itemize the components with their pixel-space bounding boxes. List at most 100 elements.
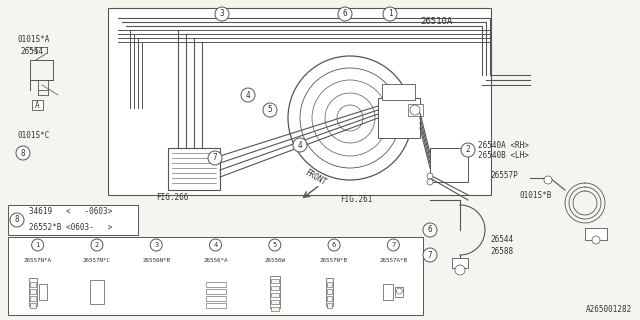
Bar <box>205 296 225 301</box>
Text: 7: 7 <box>212 154 218 163</box>
Circle shape <box>16 146 30 160</box>
Text: 4: 4 <box>213 242 218 248</box>
Bar <box>396 287 403 297</box>
Bar <box>205 303 225 308</box>
Text: 26554: 26554 <box>20 46 43 55</box>
Circle shape <box>423 223 437 237</box>
Bar <box>382 84 415 100</box>
Circle shape <box>31 239 44 251</box>
Text: 6: 6 <box>332 242 336 248</box>
Circle shape <box>427 173 433 179</box>
Bar <box>271 279 279 283</box>
Text: 0101S*A: 0101S*A <box>18 36 51 44</box>
Bar <box>108 8 491 195</box>
Bar <box>271 293 279 297</box>
Bar <box>38 284 47 300</box>
Text: 2: 2 <box>466 146 470 155</box>
Text: 26557N*B: 26557N*B <box>320 259 348 263</box>
Circle shape <box>544 176 552 184</box>
Bar <box>452 258 468 268</box>
Text: A265001282: A265001282 <box>586 305 632 314</box>
Circle shape <box>328 239 340 251</box>
Text: 3: 3 <box>154 242 158 248</box>
Circle shape <box>293 138 307 152</box>
Text: 4: 4 <box>246 91 250 100</box>
Text: 6: 6 <box>428 226 432 235</box>
Circle shape <box>592 236 600 244</box>
Text: 26557N*A: 26557N*A <box>24 259 52 263</box>
Bar <box>271 307 279 311</box>
Circle shape <box>263 103 277 117</box>
Circle shape <box>150 239 162 251</box>
Bar <box>29 289 36 294</box>
Circle shape <box>288 56 412 180</box>
Text: 26557A*B: 26557A*B <box>380 259 407 263</box>
Bar <box>8 205 138 235</box>
Circle shape <box>410 105 420 115</box>
Text: 0101S*B: 0101S*B <box>520 190 552 199</box>
Text: 7: 7 <box>391 242 396 248</box>
Text: 26510A: 26510A <box>420 18 452 27</box>
Bar <box>271 300 279 304</box>
Text: 26540B <LH>: 26540B <LH> <box>478 150 529 159</box>
Circle shape <box>91 239 103 251</box>
Text: 6: 6 <box>342 10 348 19</box>
Bar <box>32 100 43 110</box>
Circle shape <box>241 88 255 102</box>
Bar <box>270 276 280 308</box>
Text: 26588: 26588 <box>490 247 513 257</box>
Circle shape <box>455 265 465 275</box>
Text: 5: 5 <box>273 242 277 248</box>
Bar <box>378 98 420 138</box>
Text: 26557N*C: 26557N*C <box>83 259 111 263</box>
Text: FIG.261: FIG.261 <box>340 196 372 204</box>
Text: FRONT: FRONT <box>303 168 327 188</box>
Text: 0101S*C: 0101S*C <box>18 131 51 140</box>
Circle shape <box>209 239 221 251</box>
Text: 3: 3 <box>220 10 224 19</box>
Circle shape <box>215 7 229 21</box>
Circle shape <box>396 288 403 294</box>
Text: 7: 7 <box>428 251 432 260</box>
Bar <box>205 282 225 287</box>
Text: A: A <box>35 100 40 109</box>
Bar <box>326 278 333 306</box>
Circle shape <box>427 179 433 185</box>
Text: 26556*A: 26556*A <box>204 259 228 263</box>
Bar <box>327 303 332 308</box>
Bar <box>90 280 104 304</box>
Text: 26557P: 26557P <box>490 171 518 180</box>
Bar <box>29 303 36 308</box>
Text: 26556N*B: 26556N*B <box>142 259 170 263</box>
Bar <box>29 282 36 287</box>
Circle shape <box>337 105 363 131</box>
Bar <box>327 296 332 301</box>
Circle shape <box>300 68 400 168</box>
Text: 26556W: 26556W <box>264 259 285 263</box>
Circle shape <box>383 7 397 21</box>
Circle shape <box>387 239 399 251</box>
Text: 8: 8 <box>20 148 26 157</box>
Bar <box>205 289 225 294</box>
Text: FIG.266: FIG.266 <box>156 194 188 203</box>
Text: 1: 1 <box>35 242 40 248</box>
Bar <box>327 282 332 287</box>
Text: 26552*B <0603-   >: 26552*B <0603- > <box>29 222 112 231</box>
Text: 34619   <   -0603>: 34619 < -0603> <box>29 207 112 217</box>
Circle shape <box>312 80 388 156</box>
Bar <box>585 228 607 240</box>
Bar <box>29 278 36 306</box>
Circle shape <box>325 93 375 143</box>
Bar <box>271 286 279 290</box>
Bar <box>327 289 332 294</box>
Text: 8: 8 <box>15 215 19 225</box>
Bar <box>8 237 423 315</box>
Text: 4: 4 <box>298 140 302 149</box>
Bar <box>168 148 220 190</box>
Circle shape <box>269 239 281 251</box>
Text: 26544: 26544 <box>490 236 513 244</box>
Circle shape <box>423 248 437 262</box>
Text: 2: 2 <box>95 242 99 248</box>
Bar <box>383 284 394 300</box>
Bar <box>408 104 423 116</box>
